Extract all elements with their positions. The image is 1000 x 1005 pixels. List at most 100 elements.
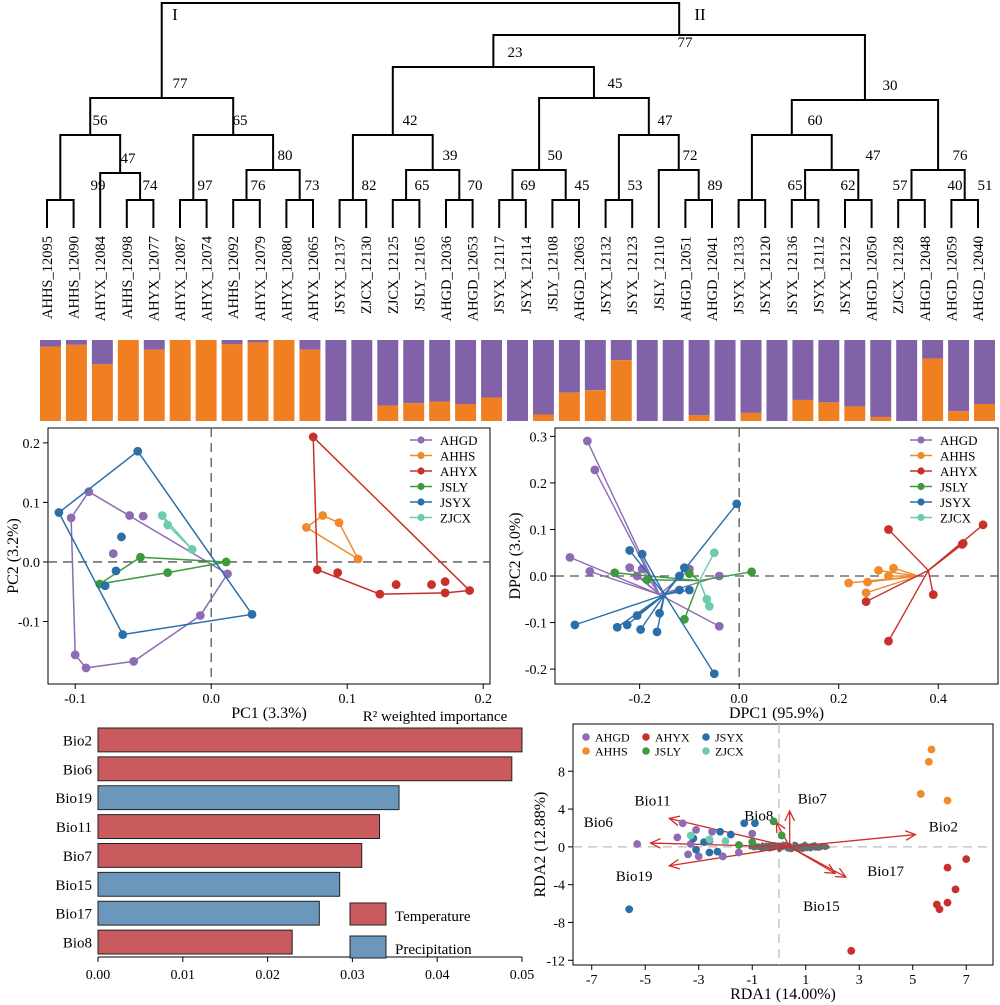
ancestry-bar-orange — [299, 349, 321, 421]
data-point — [195, 611, 205, 620]
legend-label: AHYX — [940, 464, 978, 479]
vector-arrowhead — [784, 809, 796, 822]
data-point — [684, 585, 694, 595]
rda-biplot: -7 -5 -3 -1 1 3 5 7 -12 -8 -4 0 4 8 RDA1 (14.00%) RDA2 … — [532, 723, 994, 1003]
centroid-spoke — [589, 570, 660, 596]
pca-scatter-plot: -0.1 0.0 0.1 0.2 -0.1 0.0 0.1 0.2 PC1 (3.3%) PC2 … — [5, 427, 492, 722]
centroid-spoke — [641, 553, 666, 595]
leaf-label: AHGD_12063 — [572, 236, 588, 321]
data-point — [610, 568, 620, 578]
centroid-spoke — [640, 594, 666, 630]
data-point — [637, 549, 647, 559]
environment-vector — [789, 833, 916, 848]
data-point — [312, 565, 322, 575]
data-point — [957, 539, 967, 549]
legend-label-temperature: Temperature — [395, 909, 471, 925]
bootstrap-value: 72 — [683, 148, 698, 164]
data-point — [585, 566, 595, 576]
ancestry-bar-orange — [740, 412, 762, 421]
data-point — [625, 563, 635, 573]
ancestry-bar-orange — [948, 411, 970, 421]
clade-label-i: I — [172, 5, 178, 24]
leaf-label: JSYX_12117 — [492, 236, 508, 314]
x-tick-label: 0.0 — [730, 692, 748, 707]
leaf-label: AHHS_12092 — [226, 236, 242, 319]
legend-marker — [917, 467, 925, 475]
leaf-label: ZJCX_12128 — [891, 236, 907, 314]
data-point — [844, 578, 854, 588]
bootstrap-value: 82 — [362, 178, 377, 194]
data-point — [916, 790, 925, 798]
ancestry-bar-purple — [870, 340, 892, 417]
data-point — [684, 850, 692, 859]
legend-marker — [417, 513, 425, 522]
legend-label: AHYX — [440, 464, 478, 479]
data-point — [125, 511, 134, 520]
ancestry-bar-orange — [195, 340, 217, 421]
ancestry-bar-purple — [351, 340, 373, 421]
data-point — [353, 554, 363, 564]
leaf-label: JSLY_12105 — [412, 236, 428, 311]
ancestry-bar-orange — [584, 390, 606, 421]
ancestry-bar-orange — [481, 397, 503, 421]
data-point — [680, 563, 689, 573]
leaf-label: AHHS_12090 — [67, 236, 83, 319]
legend-marker — [702, 733, 710, 741]
x-tick-label: 0.04 — [425, 968, 450, 983]
importance-bar — [97, 727, 523, 753]
bootstrap-value: 56 — [93, 113, 109, 129]
data-point — [927, 745, 936, 754]
ancestry-bar-purple — [65, 340, 87, 345]
snp-point — [802, 846, 807, 852]
y-tick-label: 0.2 — [530, 477, 548, 492]
ancestry-bar-purple — [766, 340, 788, 421]
importance-bar — [97, 900, 320, 926]
dendrogram-branch — [684, 199, 713, 228]
bootstrap-value: 23 — [508, 45, 523, 61]
ancestry-bar-orange — [922, 358, 944, 421]
data-point — [748, 838, 757, 847]
data-point — [718, 852, 727, 861]
dendrogram-branch — [232, 199, 261, 228]
data-point — [705, 835, 714, 844]
y-tick-label: 4 — [558, 803, 565, 818]
ancestry-bar-orange — [792, 399, 814, 421]
centroid-spoke — [586, 440, 661, 595]
data-point — [636, 625, 646, 634]
legend-marker — [417, 436, 425, 444]
leaf-label: AHGD_12036 — [439, 236, 455, 321]
ancestry-bar-purple — [325, 340, 347, 421]
dendrogram-root — [160, 2, 681, 98]
group-hull — [70, 490, 229, 669]
leaf-label: AHGD_12050 — [865, 236, 881, 321]
bootstrap-value: 47 — [121, 151, 137, 167]
dendrogram-branch — [737, 199, 767, 228]
leaf-label: JSYX_12136 — [785, 236, 801, 314]
category-label: Bio11 — [56, 820, 92, 836]
data-point — [714, 571, 724, 581]
legend-marker — [702, 747, 710, 755]
clade-label-ii: II — [694, 5, 706, 24]
data-point — [625, 905, 634, 914]
legend-marker — [917, 451, 925, 460]
plot-frame — [47, 427, 491, 685]
leaf-label: JSLY_12108 — [545, 236, 561, 311]
data-point — [721, 837, 730, 846]
y-tick-label: 0.3 — [530, 430, 548, 445]
data-point — [884, 636, 893, 646]
vector-label: Bio17 — [867, 864, 904, 880]
vector-label: Bio6 — [584, 815, 614, 831]
ancestry-bar-purple — [507, 340, 528, 421]
ancestry-bar-orange — [377, 405, 399, 421]
y-tick-label: -0.2 — [525, 663, 547, 678]
importance-bar — [97, 929, 293, 955]
data-point — [465, 586, 474, 595]
x-tick-label: 1 — [802, 973, 809, 988]
leaf-label: AHHS_12095 — [40, 236, 56, 319]
ancestry-bar-purple — [818, 340, 840, 403]
ancestry-bar-orange — [610, 360, 632, 421]
dendrogram-branch — [844, 199, 873, 228]
data-point — [302, 523, 311, 532]
leaf-label: AHYX_12080 — [279, 236, 295, 321]
data-point — [622, 620, 632, 630]
